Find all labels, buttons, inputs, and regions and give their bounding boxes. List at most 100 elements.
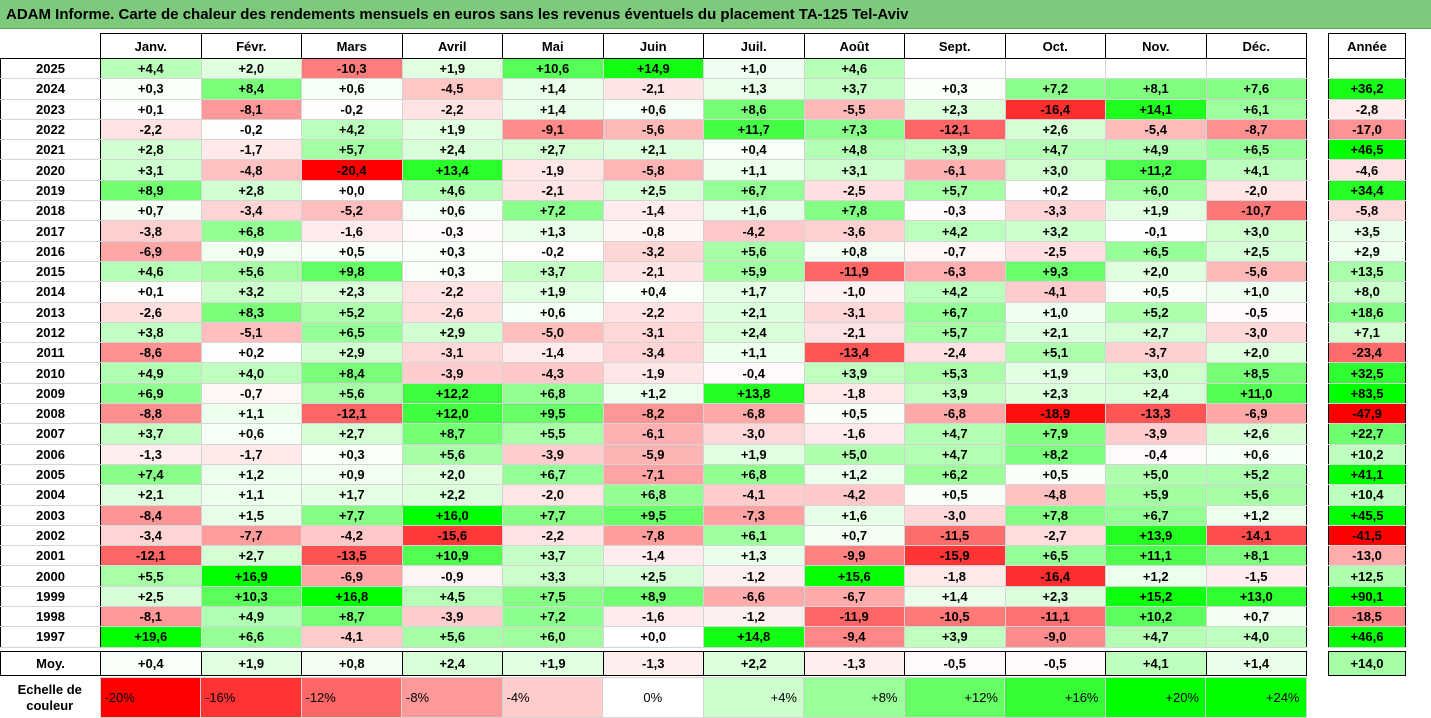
heat-cell: +5,6	[401, 626, 503, 648]
heat-cell: -3,9	[401, 362, 503, 384]
heat-cell: -1,9	[602, 362, 704, 384]
heat-cell: +1,9	[401, 118, 503, 141]
heat-cell: +1,5	[200, 504, 302, 526]
heat-cell: +0,6	[1205, 443, 1307, 465]
heat-cell: +4,9	[1105, 139, 1207, 161]
heat-cell: +7,2	[502, 606, 604, 628]
heat-cell: +1,4	[502, 78, 604, 100]
heat-cell: -2,5	[803, 179, 905, 202]
heat-cell: +5,3	[904, 362, 1006, 384]
heat-cell: -3,1	[803, 301, 905, 323]
heat-cell: -2,6	[100, 301, 202, 323]
heat-cell: -0,2	[502, 240, 604, 262]
heat-cell: +4,8	[803, 139, 905, 161]
heat-cell: +2,4	[1105, 382, 1207, 405]
heat-cell: +6,6	[200, 626, 302, 648]
heat-cell: -2,1	[602, 260, 704, 283]
heat-cell: +4,7	[1004, 139, 1106, 161]
annual-cell: -2,8	[1328, 98, 1406, 120]
year-label: 2013	[0, 301, 101, 323]
month-header-4: Mai	[502, 33, 604, 59]
heat-cell: -6,6	[703, 585, 805, 608]
heat-cell: -8,1	[100, 606, 202, 628]
heat-cell: +0,6	[401, 200, 503, 222]
heat-cell: -1,3	[100, 443, 202, 465]
heat-cell: -1,0	[803, 281, 905, 303]
year-row: 2023 +0,1 -8,1 -0,2 -2,2 +1,4 +0,6 +8,6 -5,5 +2,3…	[0, 98, 1307, 120]
heat-cell: +1,9	[703, 443, 805, 465]
year-label: 1999	[0, 585, 101, 608]
average-label: Moy.	[0, 650, 101, 676]
heat-cell: +3,2	[1004, 220, 1106, 242]
heat-cell: +0,0	[602, 626, 704, 648]
heat-cell: +6,8	[502, 382, 604, 405]
heat-cell: +7,8	[803, 200, 905, 222]
heat-cell: +4,6	[401, 179, 503, 202]
heat-cell: +2,1	[703, 301, 805, 323]
heat-cell: +0,3	[301, 443, 403, 465]
heat-cell: +8,3	[200, 301, 302, 323]
heat-cell: +0,5	[1105, 281, 1207, 303]
color-scale: Echelle de couleur -20% -16% -12% -8% -4% 0% +…	[0, 677, 1307, 718]
year-row: 1999 +2,5 +10,3 +16,8 +4,5 +7,5 +8,9 -6,6 -6,7 +1…	[0, 585, 1307, 608]
heat-cell: -0,2	[200, 118, 302, 141]
year-label: 2007	[0, 423, 101, 445]
heat-cell: -0,1	[1105, 220, 1207, 242]
heat-cell: -0,4	[703, 362, 805, 384]
heat-cell: +1,3	[703, 545, 805, 567]
year-label: 1998	[0, 606, 101, 628]
heat-cell: +2,1	[100, 484, 202, 506]
year-label: 2008	[0, 403, 101, 425]
heat-cell: +1,2	[803, 463, 905, 486]
heat-cell: +0,0	[301, 179, 403, 202]
scale-swatch: -4%	[501, 677, 603, 718]
heat-cell: +5,0	[803, 443, 905, 465]
scale-swatch: +4%	[702, 677, 804, 718]
average-cell: -1,3	[602, 650, 704, 676]
heat-cell: +11,0	[1205, 382, 1307, 405]
heat-cell: -12,1	[100, 545, 202, 567]
heat-cell: -0,7	[200, 382, 302, 405]
heat-cell: +6,0	[502, 626, 604, 648]
heat-cell: +1,6	[803, 504, 905, 526]
heat-cell: +1,1	[703, 159, 805, 181]
heat-cell: -9,0	[1004, 626, 1106, 648]
heat-cell: -12,1	[904, 118, 1006, 141]
average-cell: -0,5	[1004, 650, 1106, 676]
month-header-1: Févr.	[200, 33, 302, 59]
heat-cell: +5,9	[703, 260, 805, 283]
heat-cell: -5,4	[1105, 118, 1207, 141]
scale-swatch: +24%	[1205, 677, 1307, 718]
heat-cell: +1,2	[1105, 565, 1207, 587]
heat-cell: -10,5	[904, 606, 1006, 628]
heat-cell: +0,7	[803, 524, 905, 547]
year-label: 2021	[0, 139, 101, 161]
heat-cell: -1,4	[502, 342, 604, 364]
heat-cell: -5,1	[200, 321, 302, 344]
average-cell: +2,4	[401, 650, 503, 676]
heat-cell: +3,3	[502, 565, 604, 587]
month-header-6: Juil.	[703, 33, 805, 59]
heat-cell: -4,2	[301, 524, 403, 547]
heat-cell: +5,6	[401, 443, 503, 465]
heat-cell: -3,1	[401, 342, 503, 364]
year-row: 2015 +4,6 +5,6 +9,8 +0,3 +3,7 -2,1 +5,9 -11,9 -6,…	[0, 260, 1307, 283]
heat-cell: +1,0	[1004, 301, 1106, 323]
heat-cell: -11,1	[1004, 606, 1106, 628]
heat-cell: +7,4	[100, 463, 202, 486]
heat-cell: +11,2	[1105, 159, 1207, 181]
heat-cell: -4,2	[703, 220, 805, 242]
heat-cell: +7,7	[502, 504, 604, 526]
heat-cell: -2,2	[401, 281, 503, 303]
heat-cell: +0,5	[904, 484, 1006, 506]
heat-cell: -6,1	[904, 159, 1006, 181]
year-row: 2020 +3,1 -4,8 -20,4 +13,4 -1,9 -5,8 +1,1 +3,1 -6…	[0, 159, 1307, 181]
year-label: 2000	[0, 565, 101, 587]
heat-cell: +0,3	[401, 260, 503, 283]
year-label: 2022	[0, 118, 101, 141]
year-row: 2017 -3,8 +6,8 -1,6 -0,3 +1,3 -0,8 -4,2 -3,6 +4,2…	[0, 220, 1307, 242]
heat-cell: -4,8	[1004, 484, 1106, 506]
heat-cell: +19,6	[100, 626, 202, 648]
year-row: 2018 +0,7 -3,4 -5,2 +0,6 +7,2 -1,4 +1,6 +7,8 -0,3…	[0, 200, 1307, 222]
heat-cell: -1,6	[602, 606, 704, 628]
